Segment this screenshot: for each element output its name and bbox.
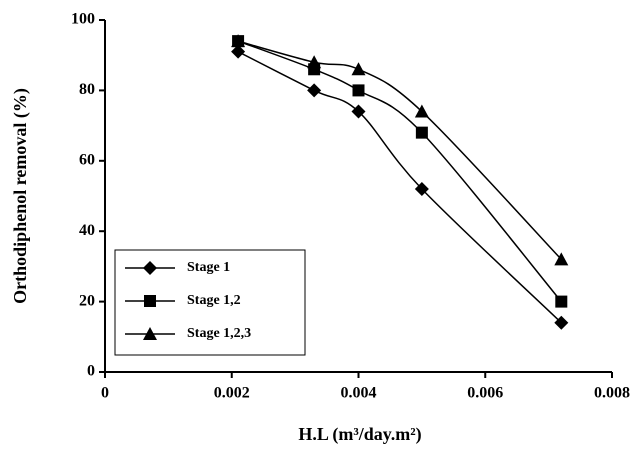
marker [231, 44, 246, 59]
marker [415, 126, 428, 139]
y-tick-label: 100 [71, 11, 95, 28]
y-tick-label: 0 [87, 363, 95, 380]
legend-text: Stage 1 [187, 260, 230, 275]
y-tick-label: 60 [79, 151, 95, 168]
legend-text: Stage 1,2 [187, 293, 241, 308]
marker [307, 83, 322, 98]
series-line [237, 40, 562, 303]
y-tick-label: 80 [79, 81, 95, 98]
x-tick-label: 0.008 [594, 385, 630, 402]
x-tick-label: 0 [101, 385, 109, 402]
y-tick-label: 40 [79, 222, 95, 239]
x-tick-label: 0.006 [467, 385, 503, 402]
marker [351, 104, 366, 119]
y-tick-label: 20 [79, 292, 95, 309]
marker [352, 84, 365, 97]
marker [307, 55, 322, 69]
marker [231, 34, 246, 48]
series-line [237, 51, 562, 324]
legend-marker [143, 327, 157, 340]
legend-marker [144, 295, 156, 307]
series-line [237, 40, 562, 260]
marker [351, 62, 366, 76]
marker [414, 181, 429, 196]
legend-marker [143, 261, 157, 275]
marker [555, 295, 568, 308]
x-tick-label: 0.004 [341, 385, 377, 402]
marker [554, 315, 569, 330]
x-axis-title: H.L (m³/day.m²) [298, 424, 421, 445]
legend-text: Stage 1,2,3 [187, 326, 251, 341]
marker [554, 252, 569, 266]
marker [414, 104, 429, 118]
x-tick-label: 0.002 [214, 385, 250, 402]
y-axis-title: Orthodiphenol removal (%) [10, 88, 31, 304]
